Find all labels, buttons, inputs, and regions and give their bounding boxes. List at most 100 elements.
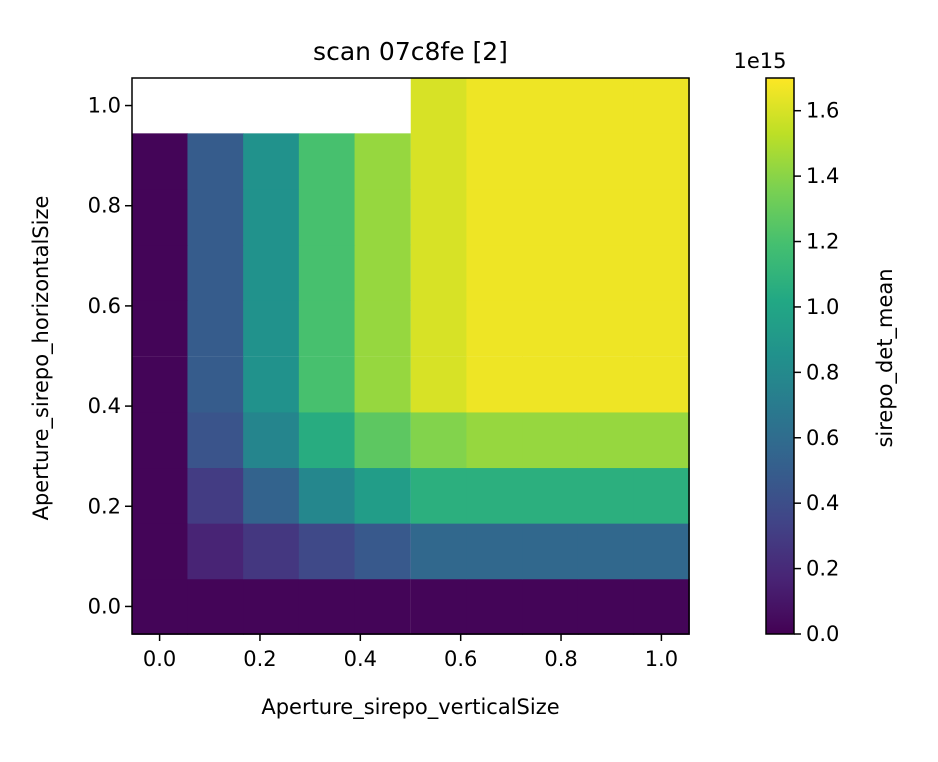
heatmap-cell [633, 467, 690, 524]
heatmap-cell [410, 356, 468, 413]
heatmap-cell [131, 356, 189, 413]
y-axis-label: Aperture_sirepo_horizontalSize [29, 196, 54, 521]
colorbar-tick-label: 1.4 [806, 164, 839, 188]
colorbar [766, 78, 794, 634]
heatmap-cell [466, 188, 523, 246]
colorbar-label: sirepo_det_mean [873, 268, 898, 447]
heatmap-cell [522, 467, 579, 524]
heatmap-cell [577, 356, 635, 413]
y-tick-label: 0.4 [88, 394, 121, 418]
heatmap-cell [243, 356, 300, 413]
heatmap-cell [522, 244, 579, 301]
heatmap-cell [354, 578, 411, 635]
heatmap-cell [633, 523, 690, 580]
heatmap-cell [354, 523, 411, 580]
heatmap-cell [633, 77, 690, 134]
heatmap-cell [131, 411, 189, 469]
colorbar-tick-label: 0.2 [806, 557, 839, 581]
chart-title: scan 07c8fe [2] [313, 37, 508, 66]
heatmap-cell [187, 356, 244, 413]
heatmap-cell [522, 77, 579, 134]
colorbar-tick-label: 1.0 [806, 295, 839, 319]
heatmap-cell [577, 77, 635, 134]
heatmap-cell [577, 133, 635, 190]
heatmap-cell [577, 578, 635, 635]
heatmap-cell [466, 133, 523, 190]
heatmap-cell [577, 523, 635, 580]
y-tick-label: 0.2 [88, 494, 121, 518]
heatmap-cell [522, 188, 579, 246]
heatmap-cell [410, 188, 468, 246]
heatmap-cell [298, 411, 356, 469]
colorbar-axis: 0.0 0.2 0.4 0.6 0.8 1.0 1.2 1.4 1.6 [794, 99, 839, 646]
x-tick-label: 0.4 [344, 647, 377, 671]
heatmap-cell [633, 411, 690, 469]
x-tick-label: 0.6 [444, 647, 477, 671]
heatmap-cell [410, 300, 468, 357]
y-tick-label: 0.0 [88, 594, 121, 618]
x-tick-label: 0.8 [544, 647, 577, 671]
x-tick-label: 0.0 [143, 647, 176, 671]
heatmap-cell [466, 411, 523, 469]
heatmap-cell [410, 578, 468, 635]
x-tick-label: 0.2 [243, 647, 276, 671]
heatmap-cell [577, 411, 635, 469]
heatmap-cell [131, 244, 189, 301]
heatmap-cell [466, 300, 523, 357]
heatmap-cell [243, 300, 300, 357]
heatmap-cell [410, 467, 468, 524]
heatmap-cell [243, 523, 300, 580]
colorbar-tick-label: 0.0 [806, 622, 839, 646]
heatmap-cell [243, 188, 300, 246]
heatmap-cell [243, 133, 300, 190]
heatmap-cell [577, 244, 635, 301]
heatmap-cell [298, 300, 356, 357]
heatmap-cell [633, 188, 690, 246]
heatmap-cell [577, 300, 635, 357]
x-tick-label: 1.0 [645, 647, 678, 671]
heatmap-cell [410, 77, 468, 134]
heatmap-cell [466, 467, 523, 524]
heatmap-cell [633, 244, 690, 301]
heatmap-cell [354, 133, 411, 190]
x-axis-label: Aperture_sirepo_verticalSize [261, 695, 559, 720]
heatmap-cell [354, 467, 411, 524]
heatmap-cell [410, 411, 468, 469]
heatmap-cell [577, 188, 635, 246]
heatmap-cell [131, 300, 189, 357]
heatmap-cell [187, 578, 244, 635]
heatmap-cell [187, 523, 244, 580]
heatmap-cell [243, 244, 300, 301]
heatmap-cell [633, 300, 690, 357]
heatmap-cell [354, 188, 411, 246]
colorbar-tick-label: 0.6 [806, 426, 839, 450]
colorbar-multiplier: 1e15 [733, 49, 786, 73]
heatmap-cell [298, 188, 356, 246]
heatmap-cell [522, 356, 579, 413]
heatmap-cell [131, 133, 189, 190]
heatmap-cell [577, 467, 635, 524]
colorbar-tick-label: 0.4 [806, 491, 839, 515]
y-tick-label: 0.8 [88, 194, 121, 218]
heatmap-cell [522, 578, 579, 635]
colorbar-tick-label: 0.8 [806, 360, 839, 384]
heatmap-cell [410, 244, 468, 301]
heatmap-cell [522, 523, 579, 580]
heatmap-cell [354, 244, 411, 301]
heatmap-cell [410, 523, 468, 580]
heatmap-cell [522, 300, 579, 357]
heatmap-cell [410, 133, 468, 190]
heatmap-cell [187, 467, 244, 524]
heatmap-cell [298, 578, 356, 635]
heatmap-cell [187, 133, 244, 190]
heatmap-cell [131, 467, 189, 524]
heatmap-cell [298, 523, 356, 580]
heatmap-cell [466, 523, 523, 580]
y-axis: 0.0 0.2 0.4 0.6 0.8 1.0 [88, 94, 132, 618]
heatmap-cell [466, 578, 523, 635]
heatmap-cell [187, 411, 244, 469]
heatmap-cell [354, 300, 411, 357]
heatmap-cells [131, 77, 690, 635]
heatmap-cell [187, 300, 244, 357]
